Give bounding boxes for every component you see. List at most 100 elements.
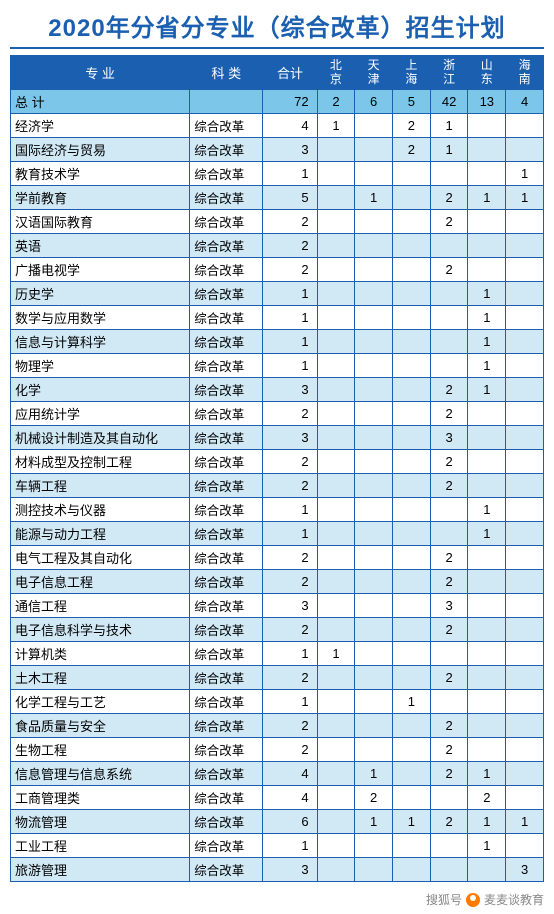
cell-value: 1 [430, 137, 468, 161]
cell-total: 2 [263, 473, 317, 497]
cell-category: 综合改革 [190, 161, 263, 185]
cell-value [468, 689, 506, 713]
cell-value: 1 [317, 113, 355, 137]
cell-value: 5 [393, 89, 431, 113]
cell-value [468, 233, 506, 257]
cell-major: 车辆工程 [11, 473, 190, 497]
cell-value [393, 857, 431, 881]
cell-value [506, 137, 544, 161]
admissions-table: 专 业 科 类 合计 北京 天津 上海 浙江 山东 海南 总 计72265421… [10, 55, 544, 882]
cell-value [355, 545, 393, 569]
cell-value [506, 257, 544, 281]
cell-value [317, 689, 355, 713]
cell-value [506, 353, 544, 377]
cell-value [317, 617, 355, 641]
cell-value: 2 [430, 401, 468, 425]
cell-value [317, 473, 355, 497]
cell-major: 通信工程 [11, 593, 190, 617]
cell-category: 综合改革 [190, 593, 263, 617]
cell-category: 综合改革 [190, 305, 263, 329]
cell-value [393, 497, 431, 521]
cell-value [506, 209, 544, 233]
cell-total: 1 [263, 521, 317, 545]
table-row: 化学工程与工艺综合改革11 [11, 689, 544, 713]
cell-value: 1 [468, 281, 506, 305]
cell-value [506, 833, 544, 857]
cell-value: 3 [506, 857, 544, 881]
cell-value [430, 641, 468, 665]
cell-value [317, 161, 355, 185]
cell-category: 综合改革 [190, 353, 263, 377]
cell-value: 3 [430, 593, 468, 617]
cell-major: 学前教育 [11, 185, 190, 209]
cell-value [317, 353, 355, 377]
cell-value [506, 713, 544, 737]
table-header: 专 业 科 类 合计 北京 天津 上海 浙江 山东 海南 [11, 56, 544, 90]
cell-value [393, 161, 431, 185]
cell-value [468, 545, 506, 569]
cell-value: 1 [355, 761, 393, 785]
page-title: 2020年分省分专业（综合改革）招生计划 [10, 8, 544, 43]
cell-value [355, 233, 393, 257]
cell-value [317, 713, 355, 737]
cell-value [355, 737, 393, 761]
cell-category: 综合改革 [190, 473, 263, 497]
cell-value [393, 425, 431, 449]
cell-value [355, 857, 393, 881]
table-row: 化学综合改革321 [11, 377, 544, 401]
cell-value [355, 281, 393, 305]
cell-value [393, 329, 431, 353]
cell-major: 电气工程及其自动化 [11, 545, 190, 569]
cell-value [355, 425, 393, 449]
cell-major: 教育技术学 [11, 161, 190, 185]
cell-value [317, 401, 355, 425]
cell-value [468, 569, 506, 593]
cell-value [317, 449, 355, 473]
cell-value [393, 737, 431, 761]
cell-value [430, 161, 468, 185]
cell-major: 物理学 [11, 353, 190, 377]
cell-category: 综合改革 [190, 785, 263, 809]
cell-value [468, 737, 506, 761]
cell-value [506, 377, 544, 401]
table-row: 物理学综合改革11 [11, 353, 544, 377]
cell-total: 4 [263, 113, 317, 137]
cell-value [317, 857, 355, 881]
cell-value [468, 257, 506, 281]
cell-major: 电子信息工程 [11, 569, 190, 593]
cell-value [393, 401, 431, 425]
cell-value [393, 785, 431, 809]
cell-value [355, 257, 393, 281]
cell-total: 4 [263, 761, 317, 785]
cell-major: 能源与动力工程 [11, 521, 190, 545]
table-row: 信息与计算科学综合改革11 [11, 329, 544, 353]
cell-value: 1 [506, 809, 544, 833]
cell-value: 2 [430, 713, 468, 737]
cell-value [393, 449, 431, 473]
table-row: 教育技术学综合改革11 [11, 161, 544, 185]
cell-total: 3 [263, 857, 317, 881]
cell-major: 电子信息科学与技术 [11, 617, 190, 641]
cell-value [317, 785, 355, 809]
cell-value: 2 [430, 377, 468, 401]
table-row: 食品质量与安全综合改革22 [11, 713, 544, 737]
table-row: 英语综合改革2 [11, 233, 544, 257]
cell-total: 6 [263, 809, 317, 833]
cell-total: 2 [263, 233, 317, 257]
cell-category: 综合改革 [190, 809, 263, 833]
cell-total: 1 [263, 497, 317, 521]
cell-value [506, 305, 544, 329]
cell-value: 2 [430, 185, 468, 209]
cell-value: 2 [430, 617, 468, 641]
cell-major: 英语 [11, 233, 190, 257]
cell-value [317, 257, 355, 281]
cell-value [317, 233, 355, 257]
cell-value [468, 209, 506, 233]
cell-category: 综合改革 [190, 497, 263, 521]
cell-major: 国际经济与贸易 [11, 137, 190, 161]
cell-value [317, 593, 355, 617]
cell-value [506, 425, 544, 449]
cell-value [393, 521, 431, 545]
title-underline [10, 47, 544, 49]
cell-major: 食品质量与安全 [11, 713, 190, 737]
